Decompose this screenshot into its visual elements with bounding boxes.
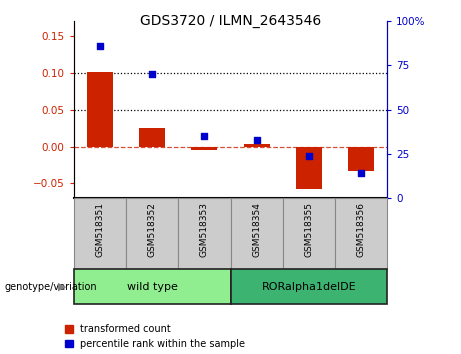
Bar — [191, 147, 218, 150]
Text: GDS3720 / ILMN_2643546: GDS3720 / ILMN_2643546 — [140, 14, 321, 28]
Text: GSM518351: GSM518351 — [95, 202, 104, 257]
Bar — [74, 269, 230, 304]
Point — [96, 43, 104, 49]
Text: genotype/variation: genotype/variation — [5, 282, 97, 292]
Bar — [230, 269, 387, 304]
Text: GSM518356: GSM518356 — [357, 202, 366, 257]
Bar — [74, 198, 126, 269]
Bar — [283, 198, 335, 269]
Bar — [126, 198, 178, 269]
Point — [201, 133, 208, 139]
Legend: transformed count, percentile rank within the sample: transformed count, percentile rank withi… — [65, 324, 245, 349]
Bar — [87, 72, 113, 147]
Bar — [243, 144, 270, 147]
Bar — [230, 198, 283, 269]
Bar — [296, 147, 322, 189]
Point — [357, 171, 365, 176]
Bar — [139, 128, 165, 147]
Point — [305, 153, 313, 159]
Text: RORalpha1delDE: RORalpha1delDE — [261, 282, 356, 292]
Point — [148, 72, 156, 77]
Text: GSM518353: GSM518353 — [200, 202, 209, 257]
Text: ▶: ▶ — [59, 282, 67, 292]
Bar — [348, 147, 374, 171]
Text: GSM518355: GSM518355 — [304, 202, 313, 257]
Bar — [178, 198, 230, 269]
Text: wild type: wild type — [127, 282, 177, 292]
Bar — [335, 198, 387, 269]
Point — [253, 137, 260, 143]
Text: GSM518352: GSM518352 — [148, 202, 157, 257]
Text: GSM518354: GSM518354 — [252, 202, 261, 257]
